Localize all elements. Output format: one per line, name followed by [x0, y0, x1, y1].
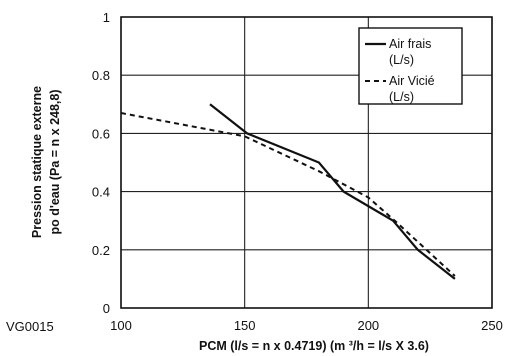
x-tick-label: 100: [110, 318, 132, 333]
y-tick-labels: 0 0.2 0.4 0.6 0.8 1: [92, 10, 110, 316]
y-axis-title-line1: Pression statique externe: [30, 86, 44, 238]
y-tick-label: 1: [103, 10, 110, 25]
y-tick-label: 0.2: [92, 243, 110, 258]
y-tick-label: 0.4: [92, 185, 110, 200]
y-tick-label: 0: [103, 301, 110, 316]
legend-label-air-vicie-line1: Air Vicié: [389, 74, 435, 88]
figure-code: VG0015: [6, 319, 54, 334]
y-axis-title-line2: po d'eau (Pa = n x 248,8): [48, 89, 62, 234]
plot-frame: [120, 16, 493, 309]
series-lines: [120, 103, 456, 280]
y-tick-label: 0.6: [92, 126, 110, 141]
y-tick-label: 0.8: [92, 68, 110, 83]
legend-label-air-frais-line2: (L/s): [389, 53, 414, 67]
x-tick-label: 250: [481, 318, 503, 333]
legend-box: [358, 27, 463, 105]
x-tick-labels: 100 150 200 250: [110, 318, 503, 333]
x-tick-label: 200: [357, 318, 379, 333]
legend-label-air-frais-line1: Air frais: [389, 37, 431, 51]
x-axis-title: PCM (l/s = n x 0.4719) (m ³/h = l/s X 3.…: [199, 339, 429, 353]
series-line-air-frais: [209, 103, 456, 280]
series-line-air-vicie: [120, 112, 456, 277]
x-tick-label: 150: [234, 318, 256, 333]
legend: Air frais (L/s) Air Vicié (L/s): [358, 27, 463, 105]
legend-label-air-vicie-line2: (L/s): [389, 90, 414, 104]
